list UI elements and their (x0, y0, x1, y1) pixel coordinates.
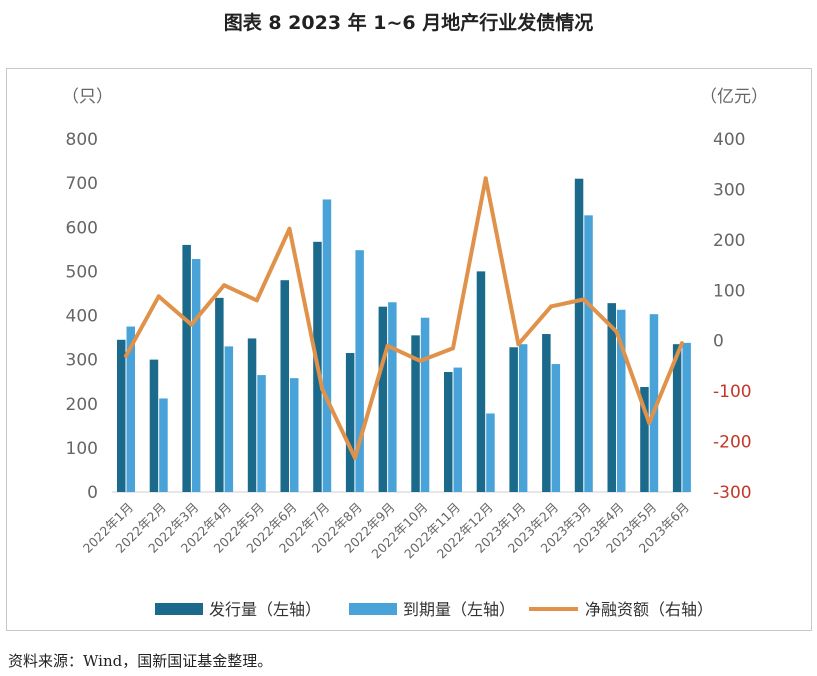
left-tick-label: 300 (66, 351, 98, 371)
bar-maturity (551, 364, 561, 492)
bar-maturity (486, 413, 495, 492)
net-financing-point (516, 342, 521, 347)
left-tick-label: 600 (66, 218, 98, 238)
net-financing-point (156, 294, 161, 299)
net-financing-point (352, 455, 357, 460)
bar-maturity (224, 346, 234, 492)
left-tick-label: 800 (66, 130, 98, 150)
bar-maturity (191, 259, 201, 492)
bar-issue (640, 386, 649, 492)
left-tick-label: 700 (66, 174, 98, 194)
bar-maturity (126, 326, 135, 492)
bar-maturity (159, 398, 168, 492)
right-tick-label: -100 (713, 382, 752, 402)
bar-maturity (453, 367, 462, 492)
right-tick-label: 200 (713, 231, 745, 251)
legend-label-maturity: 到期量（左轴） (403, 600, 515, 619)
bar-issue (542, 334, 551, 492)
net-financing-point (287, 226, 292, 231)
chart-svg: （只） （亿元） 0 100 200 300 400 500 600 700 800 400 300 20… (62, 87, 768, 619)
bar-issue (345, 353, 355, 492)
net-financing-point (679, 341, 684, 346)
bar-issue (672, 344, 682, 492)
right-tick-label: 100 (713, 281, 745, 301)
right-axis-unit: （亿元） (700, 87, 768, 107)
net-financing-point (581, 297, 586, 302)
bar-maturity (322, 199, 332, 493)
bar-issue (182, 244, 191, 492)
bar-maturity (649, 314, 659, 492)
net-financing-point (254, 298, 259, 303)
bar-maturity (420, 317, 430, 492)
net-financing-point (189, 322, 194, 327)
left-tick-label: 0 (87, 483, 98, 503)
bar-issue (411, 335, 420, 492)
bar-issue (149, 359, 159, 492)
left-tick-label: 500 (66, 262, 98, 282)
net-financing-point (320, 387, 325, 392)
bar-maturity (617, 309, 626, 492)
right-tick-label: 400 (713, 130, 745, 150)
left-tick-label: 100 (66, 439, 98, 459)
bar-maturity (290, 378, 299, 492)
left-axis-unit: （只） (62, 87, 113, 107)
bar-issue (509, 347, 518, 492)
bar-issue (117, 339, 126, 492)
legend-swatch-issue (155, 603, 203, 615)
right-tick-label: -300 (713, 483, 752, 503)
bar-issue (247, 338, 257, 492)
net-financing-point (222, 283, 227, 288)
net-financing-point (647, 420, 652, 425)
left-tick-label: 200 (66, 395, 98, 415)
net-financing-point (614, 329, 619, 334)
bar-issue (280, 280, 289, 492)
legend-label-issue: 发行量（左轴） (209, 600, 321, 619)
net-financing-point (124, 353, 128, 358)
net-financing-point (549, 304, 554, 309)
net-financing-line (124, 176, 684, 460)
bar-maturity (518, 344, 528, 492)
bar-issue (215, 297, 224, 492)
right-tick-label: 0 (713, 332, 724, 352)
legend-label-net: 净融资额（右轴） (585, 600, 713, 619)
legend-swatch-maturity (349, 603, 397, 615)
net-financing-point (418, 358, 423, 363)
left-tick-label: 400 (66, 307, 98, 327)
net-financing-point (451, 346, 455, 351)
bar-issue (607, 303, 616, 492)
bar-maturity (584, 215, 593, 492)
bar-maturity (257, 375, 266, 492)
bar-maturity (388, 302, 397, 492)
figure-title: 图表 8 2023 年 1~6 月地产行业发债情况 (223, 12, 594, 34)
bar-issue (574, 178, 584, 492)
bar-maturity (682, 342, 691, 492)
source-note: 资料来源：Wind，国新国证基金整理。 (8, 652, 273, 670)
right-tick-label: -200 (713, 433, 752, 453)
bar-issue (444, 371, 453, 492)
net-financing-point (385, 343, 390, 348)
bar-maturity (355, 250, 364, 492)
net-financing-point (483, 176, 488, 181)
bar-issue (378, 306, 388, 492)
right-tick-label: 300 (713, 180, 745, 200)
bar-issue (476, 271, 486, 492)
